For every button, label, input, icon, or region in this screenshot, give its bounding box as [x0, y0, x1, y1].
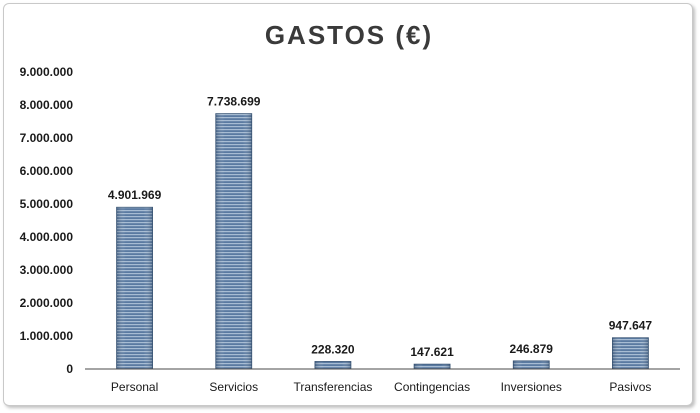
y-tick-label: 8.000.000 [20, 98, 74, 112]
y-tick-label: 0 [66, 362, 73, 376]
bar-shade [612, 337, 649, 369]
y-tick-label: 4.000.000 [20, 230, 74, 244]
y-tick-label: 1.000.000 [20, 329, 74, 343]
bars [116, 113, 649, 370]
x-tick-label: Servicios [209, 380, 258, 394]
chart-title: GASTOS (€) [265, 20, 433, 50]
value-labels: 4.901.969 7.738.699 228.320 147.621 246.879 9… [108, 95, 653, 360]
bar-value-label: 228.320 [311, 342, 355, 356]
bar-shade [215, 113, 252, 370]
x-tick-label: Personal [111, 380, 158, 394]
bar-shade [414, 364, 451, 369]
y-tick-label: 2.000.000 [20, 296, 74, 310]
bar-shade [513, 360, 550, 369]
bar-servicios [215, 113, 253, 370]
x-tick-label: Transferencias [293, 380, 372, 394]
bar-transferencias [314, 361, 352, 370]
bar-shade [314, 361, 351, 369]
bar-personal [116, 206, 153, 370]
y-tick-label: 3.000.000 [20, 263, 74, 277]
x-tick-label: Pasivos [609, 380, 651, 394]
x-tick-label: Inversiones [501, 380, 562, 394]
x-tick-label: Contingencias [394, 380, 470, 394]
bar-contingencias [413, 363, 451, 370]
y-tick-label: 6.000.000 [20, 164, 74, 178]
bar-value-label: 947.647 [609, 319, 653, 333]
y-tick-label: 5.000.000 [20, 197, 74, 211]
bar-inversiones [512, 360, 550, 370]
bar-value-label: 147.621 [410, 345, 454, 359]
bar-shade [116, 207, 153, 369]
x-axis: Personal Servicios Transferencias Contingen… [85, 368, 680, 394]
y-axis: 0 1.000.000 2.000.000 3.000.000 4.000.000 5.0… [20, 65, 74, 376]
bar-value-label: 4.901.969 [108, 188, 162, 202]
bar-value-label: 246.879 [510, 342, 554, 356]
y-tick-label: 9.000.000 [20, 65, 74, 79]
bar-value-label: 7.738.699 [207, 95, 261, 109]
bar-pasivos [612, 337, 649, 370]
y-tick-label: 7.000.000 [20, 131, 74, 145]
